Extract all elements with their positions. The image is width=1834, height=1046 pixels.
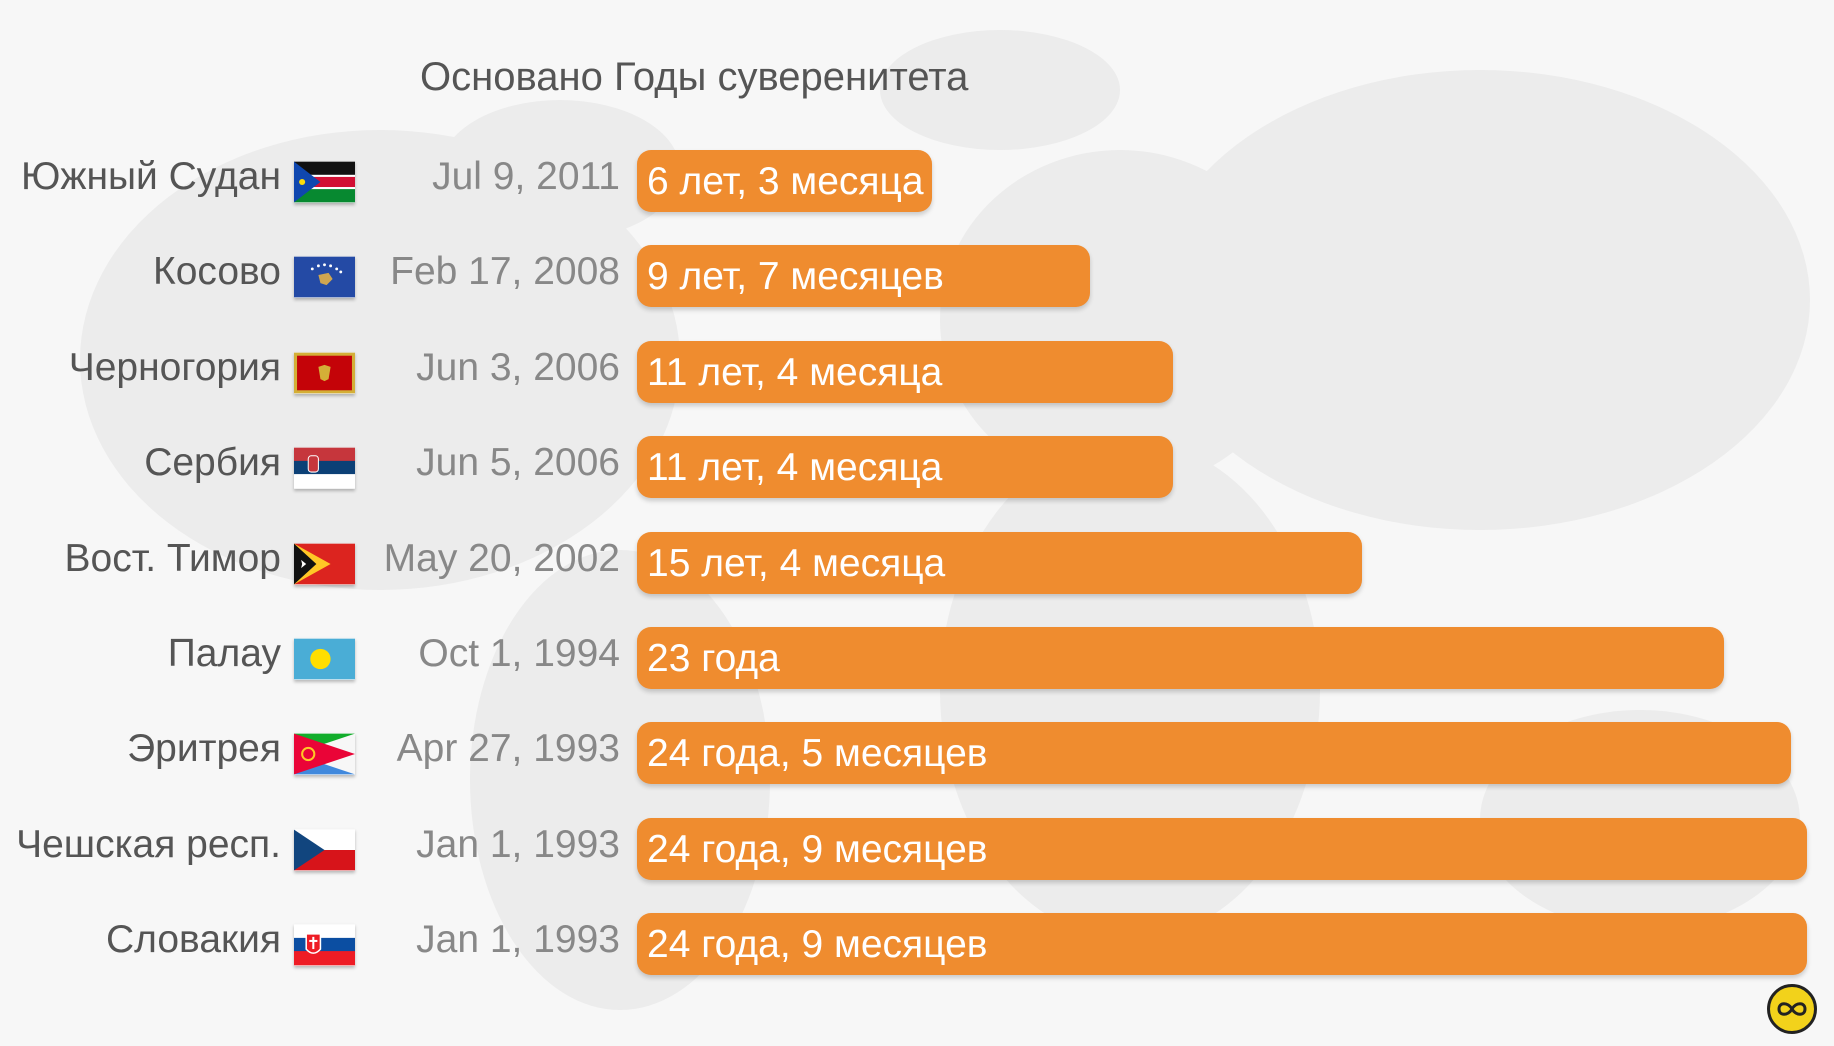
chart-row: Косово Feb 17, 2008 9 лет, 7 месяцев [0,245,1834,307]
bar-value-label: 23 года [647,637,780,680]
founded-date: Jul 9, 2011 [432,155,620,198]
sovereignty-bar: 24 года, 9 месяцев [637,913,1807,975]
slovakia-flag-icon [294,924,355,966]
founded-date: May 20, 2002 [383,537,620,580]
founded-date: Oct 1, 1994 [418,632,620,675]
east-timor-flag-icon [294,543,355,585]
country-label: Косово [152,250,281,293]
infinity-logo-icon [1767,984,1817,1034]
founded-date: Feb 17, 2008 [390,250,620,293]
column-header: Основано Годы суверенитета [420,55,969,99]
founded-date: Jun 5, 2006 [416,441,620,484]
chart-row: Вост. Тимор May 20, 2002 15 лет, 4 месяца [0,532,1834,594]
country-label: Эритрея [127,727,281,770]
country-label: Сербия [144,441,281,484]
bar-value-label: 11 лет, 4 месяца [647,351,943,394]
sovereignty-bar: 24 года, 9 месяцев [637,818,1807,880]
country-label: Словакия [106,918,281,961]
bar-value-label: 6 лет, 3 месяца [647,160,924,203]
founded-date: Jan 1, 1993 [416,918,620,961]
sovereignty-bar: 6 лет, 3 месяца [637,150,932,212]
south-sudan-flag-icon [294,161,355,203]
bar-value-label: 9 лет, 7 месяцев [647,255,944,298]
sovereignty-bar: 9 лет, 7 месяцев [637,245,1090,307]
founded-date: Apr 27, 1993 [396,727,620,770]
palau-flag-icon [294,638,355,680]
kosovo-flag-icon [294,256,355,298]
sovereignty-bar: 11 лет, 4 месяца [637,341,1173,403]
eritrea-flag-icon [294,733,355,775]
country-label: Южный Судан [20,155,281,198]
montenegro-flag-icon [294,352,355,394]
sovereignty-bar: 15 лет, 4 месяца [637,532,1362,594]
founded-date: Jun 3, 2006 [416,346,620,389]
chart-row: Эритрея Apr 27, 1993 24 года, 5 месяцев [0,722,1834,784]
country-label: Черногория [68,346,281,389]
sovereignty-bar: 11 лет, 4 месяца [637,436,1173,498]
serbia-flag-icon [294,447,355,489]
sovereignty-bar: 23 года [637,627,1724,689]
country-label: Чешская респ. [16,823,281,866]
country-label: Вост. Тимор [64,537,282,580]
chart-row: Сербия Jun 5, 2006 11 лет, 4 месяца [0,436,1834,498]
bar-value-label: 15 лет, 4 месяца [647,542,946,585]
country-label: Палау [167,632,281,675]
bar-value-label: 24 года, 9 месяцев [647,923,988,966]
chart-row: Палау Oct 1, 1994 23 года [0,627,1834,689]
chart-row: Чешская респ. Jan 1, 1993 24 года, 9 месяц… [0,818,1834,880]
czech-republic-flag-icon [294,829,355,871]
chart-row: Черногория Jun 3, 2006 11 лет, 4 месяца [0,341,1834,403]
sovereignty-bar: 24 года, 5 месяцев [637,722,1791,784]
bar-value-label: 11 лет, 4 месяца [647,446,943,489]
chart-row: Южный Судан Jul 9, 2011 6 лет, 3 месяца [0,150,1834,212]
bar-value-label: 24 года, 5 месяцев [647,732,988,775]
founded-date: Jan 1, 1993 [416,823,620,866]
chart-row: Словакия Jan 1, 1993 24 года, 9 месяцев [0,913,1834,975]
bar-value-label: 24 года, 9 месяцев [647,828,988,871]
